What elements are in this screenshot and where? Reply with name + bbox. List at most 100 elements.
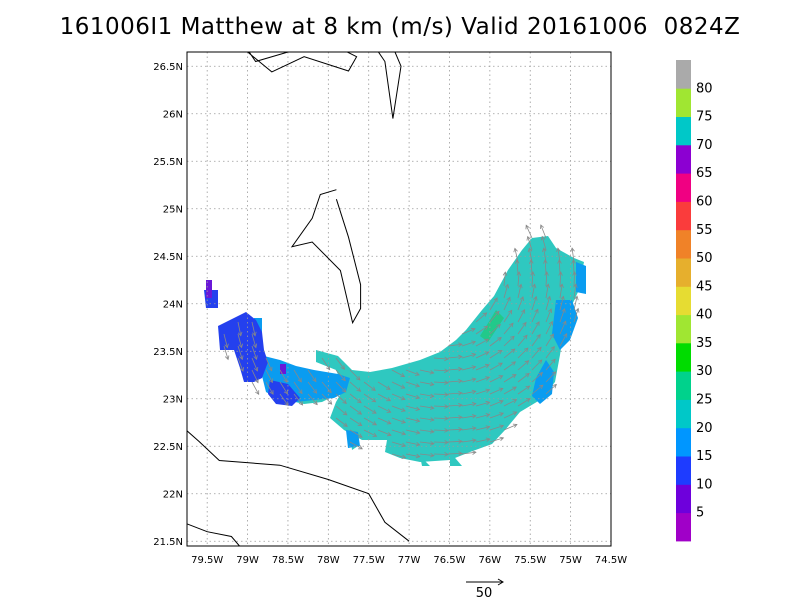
wind-vector — [363, 429, 378, 437]
vector-key-arrowhead — [497, 578, 504, 586]
wind-vector — [556, 247, 561, 263]
wind-vector — [419, 369, 435, 375]
wind-vector — [447, 415, 463, 420]
colorbar-swatch — [676, 456, 691, 485]
wind-vector — [461, 450, 477, 455]
wind-vector — [516, 271, 522, 287]
wind-vector — [391, 429, 407, 436]
coastline — [187, 430, 410, 542]
wind-vector — [447, 451, 463, 456]
latitude-tick-label: 22.5N — [153, 442, 183, 453]
wind-speed-region — [420, 456, 430, 466]
wind-vector — [251, 369, 259, 384]
colorbar-label: 80 — [696, 81, 713, 96]
colorbar-label: 65 — [696, 166, 713, 181]
colorbar-swatch — [676, 116, 691, 146]
wind-vector — [461, 340, 477, 347]
wind-vector — [503, 335, 515, 347]
wind-vector — [545, 346, 555, 359]
wind-vectors — [223, 224, 580, 459]
wind-vector — [391, 405, 406, 412]
wind-vector — [335, 393, 347, 404]
wind-vector — [391, 381, 406, 389]
wind-vector — [363, 393, 377, 403]
wind-vector — [503, 386, 517, 395]
wind-vector — [525, 224, 533, 239]
wind-vector — [447, 427, 463, 432]
wind-vector — [405, 453, 421, 459]
latitude-tick-label: 25.5N — [153, 157, 183, 168]
colorbar: 5 10 15 20 25 30 35 40 45 50 55 60 65 70 75 80 — [676, 60, 713, 542]
wind-vector — [503, 374, 517, 383]
wind-vector — [545, 333, 554, 347]
wind-vector — [461, 426, 477, 431]
wind-vector — [279, 369, 288, 383]
wind-vector — [419, 429, 435, 434]
wind-speed-region — [346, 430, 360, 448]
wind-vector — [433, 416, 449, 421]
wind-vector — [545, 295, 552, 311]
wind-vector — [545, 283, 550, 299]
wind-speed-region — [206, 280, 212, 298]
wind-vector — [517, 283, 523, 299]
wind-vector — [419, 393, 435, 399]
wind-vector — [405, 417, 421, 423]
colorbar-label: 50 — [696, 251, 713, 266]
wind-vector — [461, 414, 477, 419]
wind-vector — [293, 369, 302, 383]
wind-vector — [559, 295, 565, 311]
wind-vector — [251, 381, 260, 396]
wind-vector — [377, 381, 391, 390]
wind-vector — [475, 312, 488, 323]
latitude-tick-label: 25N — [163, 204, 183, 215]
wind-vector — [475, 325, 489, 335]
wind-vector — [526, 235, 533, 251]
wind-vector — [517, 296, 524, 311]
colorbar-label: 75 — [696, 110, 713, 125]
wind-vector — [447, 366, 463, 372]
longitude-tick-label: 79W — [236, 555, 259, 566]
wind-vector — [321, 393, 333, 405]
latitude-tick-label: 26N — [163, 109, 183, 120]
colorbar-swatch — [676, 512, 691, 542]
longitude-tick-label: 77W — [398, 555, 421, 566]
wind-vector — [363, 417, 378, 426]
wind-vector — [377, 429, 392, 437]
wind-vector — [489, 310, 500, 323]
coastline — [290, 189, 362, 325]
wind-vector — [237, 345, 244, 361]
wind-vector — [293, 393, 304, 406]
wind-vector — [531, 283, 537, 299]
longitude-tick-label: 74.5W — [595, 555, 627, 566]
latitude-tick-label: 26.5N — [153, 62, 183, 73]
wind-vector — [489, 436, 505, 443]
wind-vector — [531, 346, 542, 359]
longitude-tick-label: 76W — [479, 555, 502, 566]
longitude-tick-labels: 79.5W 79W 78.5W 78W 77.5W 77W 76.5W 76W 75.5W 75W… — [191, 555, 627, 566]
wind-vector — [461, 401, 477, 407]
wind-vector — [405, 429, 421, 435]
wind-vector — [251, 345, 258, 360]
coastline — [187, 523, 240, 546]
wind-vector — [572, 271, 577, 287]
wind-vector — [405, 441, 421, 447]
wind-vector — [461, 327, 476, 335]
wind-vector — [349, 405, 363, 415]
wind-vector — [489, 336, 502, 347]
wind-vector — [419, 452, 435, 458]
wind-vector — [363, 405, 377, 414]
wind-vector — [517, 398, 531, 407]
wind-vector — [461, 389, 477, 395]
wind-speed-region — [268, 380, 300, 406]
wind-speed-region — [552, 300, 578, 350]
latitude-tick-label: 23.5N — [153, 347, 183, 358]
wind-vector — [335, 369, 346, 382]
wind-vector — [475, 376, 490, 383]
coastline — [377, 52, 402, 119]
wind-vector — [517, 360, 530, 371]
wind-vector — [237, 333, 243, 349]
wind-vector — [489, 387, 504, 395]
longitude-tick-label: 78W — [317, 555, 340, 566]
wind-vector — [531, 308, 539, 323]
